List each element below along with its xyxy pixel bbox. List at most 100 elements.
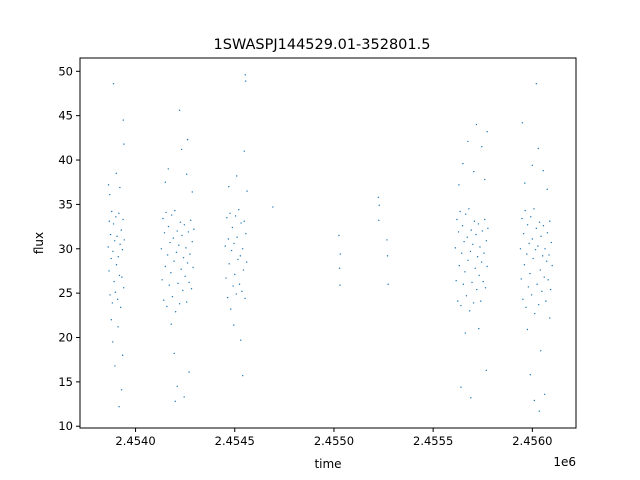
data-point — [110, 257, 112, 260]
data-point — [232, 285, 234, 287]
data-point — [170, 323, 172, 325]
data-point — [166, 254, 169, 256]
data-point — [536, 283, 538, 285]
data-point — [172, 237, 174, 239]
data-point — [245, 261, 248, 263]
data-point — [224, 245, 226, 247]
data-point — [190, 219, 192, 222]
data-point — [108, 270, 110, 272]
data-point — [192, 266, 194, 269]
data-point — [339, 284, 341, 286]
data-point — [120, 229, 122, 231]
x-tick-label: 2.4560 — [512, 434, 552, 448]
data-point — [543, 276, 545, 278]
data-point — [107, 184, 110, 186]
data-point — [461, 225, 464, 227]
data-point — [462, 283, 465, 285]
data-point — [532, 257, 534, 260]
y-tick-label: 10 — [58, 419, 73, 433]
data-point — [538, 221, 541, 223]
data-point — [537, 147, 539, 150]
data-point — [115, 172, 118, 175]
data-point — [193, 228, 195, 230]
data-point — [527, 286, 530, 288]
chart-title: 1SWASPJ144529.01-352801.5 — [214, 37, 431, 53]
data-point — [541, 290, 543, 293]
data-point — [339, 253, 341, 255]
data-point — [173, 260, 175, 262]
data-point — [164, 265, 167, 268]
data-point — [464, 332, 466, 334]
data-point — [231, 226, 234, 229]
data-point — [239, 255, 242, 257]
x-axis-label: time — [314, 457, 341, 471]
data-point — [237, 258, 239, 261]
data-point — [166, 305, 168, 308]
data-point — [243, 220, 245, 222]
data-point — [178, 109, 181, 112]
data-point — [538, 303, 540, 306]
data-point — [123, 239, 125, 241]
data-point — [160, 248, 163, 250]
data-point — [378, 219, 380, 222]
y-tick-label: 45 — [58, 109, 73, 123]
data-point — [457, 300, 459, 302]
data-point — [520, 278, 522, 280]
x-tick-label: 2.4555 — [413, 434, 453, 448]
data-point — [123, 143, 125, 145]
data-point — [524, 182, 526, 184]
data-point — [107, 246, 109, 248]
data-point — [244, 74, 246, 76]
data-point — [272, 206, 274, 208]
data-point — [470, 397, 472, 399]
data-point — [163, 232, 166, 234]
data-point — [164, 181, 167, 183]
data-point — [542, 225, 545, 227]
data-point — [454, 247, 457, 249]
data-point — [545, 300, 547, 302]
data-point — [338, 234, 340, 237]
data-point — [456, 218, 458, 221]
data-point — [474, 267, 476, 269]
data-point — [546, 188, 548, 191]
data-point — [238, 283, 241, 285]
data-point — [121, 354, 124, 356]
data-point — [238, 209, 240, 211]
data-point — [114, 240, 116, 242]
data-point — [458, 184, 460, 186]
x-axis-offset-label: 1e6 — [553, 455, 576, 469]
data-point — [235, 293, 238, 295]
data-point — [387, 283, 389, 285]
data-point — [476, 256, 479, 258]
data-point — [548, 254, 550, 256]
data-point — [121, 276, 123, 278]
data-point — [531, 238, 534, 240]
data-point — [244, 80, 247, 82]
data-point — [236, 236, 238, 238]
data-point — [190, 288, 193, 290]
data-point — [475, 233, 477, 236]
x-axis-ticks: 2.4540 2.4545 2.4550 2.4555 2.4560 — [115, 428, 552, 448]
y-tick-label: 25 — [58, 286, 73, 300]
data-point — [338, 267, 341, 269]
data-point — [176, 230, 178, 232]
data-point — [109, 294, 111, 296]
data-point — [228, 263, 230, 265]
y-tick-label: 50 — [58, 64, 73, 78]
data-point — [111, 302, 114, 304]
data-point — [457, 231, 460, 233]
data-point — [473, 170, 475, 173]
data-point — [246, 190, 248, 192]
data-point — [484, 178, 486, 181]
data-point — [118, 406, 120, 408]
data-point — [116, 235, 118, 238]
data-point — [117, 256, 119, 258]
data-point — [477, 223, 480, 225]
data-point — [462, 162, 464, 165]
data-point — [481, 230, 484, 232]
data-point — [178, 303, 181, 305]
data-point — [117, 298, 119, 301]
data-point — [240, 339, 242, 341]
data-point — [226, 296, 229, 299]
y-tick-label: 35 — [58, 197, 73, 211]
